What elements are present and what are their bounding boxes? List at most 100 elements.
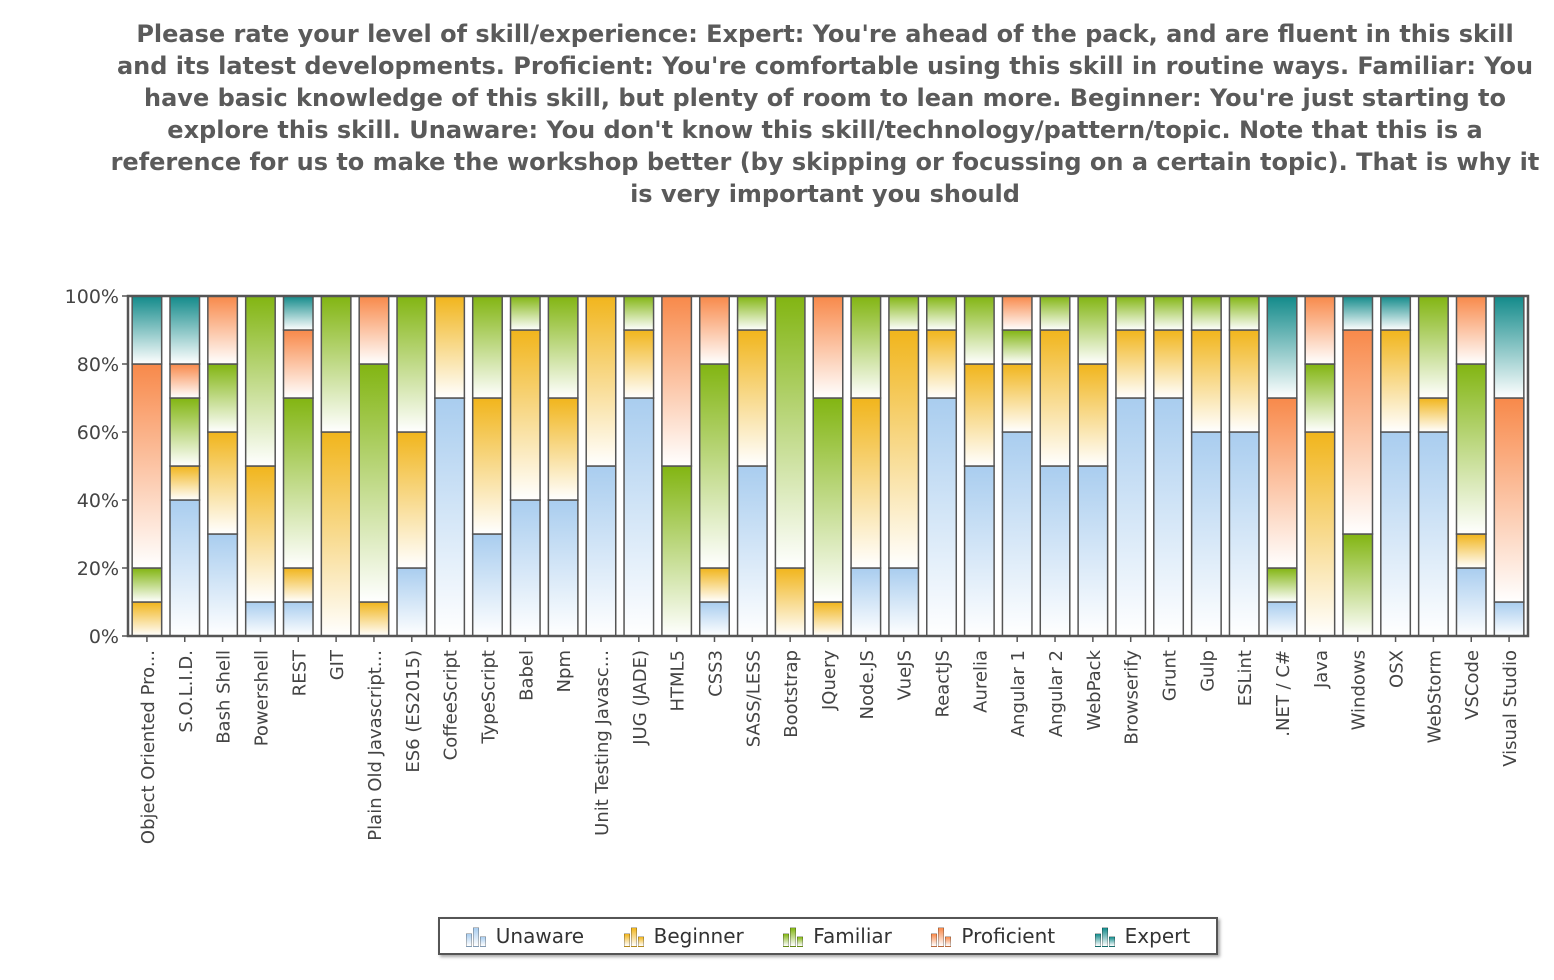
plot-frame (126, 294, 1530, 638)
bar-segment-proficient (282, 329, 314, 399)
legend-label: Beginner (653, 924, 744, 948)
bar-segment-proficient (1304, 295, 1336, 365)
x-tick-label: CoffeeScript (441, 650, 462, 760)
bar-segment-familiar (1153, 295, 1185, 331)
legend-item-familiar[interactable]: Familiar (783, 924, 892, 948)
bar-segment-unaware (736, 465, 768, 637)
legend-label: Proficient (961, 924, 1056, 948)
bar-segment-familiar (926, 295, 958, 331)
legend-item-expert[interactable]: Expert (1094, 924, 1191, 948)
x-tick-label: CSS3 (705, 650, 726, 697)
bar-segment-beginner (169, 465, 201, 501)
bar-segment-proficient (1266, 397, 1298, 569)
bar-segment-unaware (926, 397, 958, 637)
bar-segment-familiar (812, 397, 844, 603)
bar-segment-familiar (282, 397, 314, 569)
bar-segment-proficient (661, 295, 693, 467)
bar-segment-unaware (282, 601, 314, 637)
bar-segment-beginner (396, 431, 428, 569)
x-tick-label: TypeScript (478, 650, 499, 745)
bar-segment-unaware (1190, 431, 1222, 637)
bar-chart-icon (931, 925, 952, 947)
bar-segment-familiar (698, 363, 730, 569)
bar-segment-expert (1380, 295, 1412, 331)
x-tick-label: OSX (1387, 650, 1408, 688)
bar-segment-familiar (1417, 295, 1449, 399)
bars-group (131, 295, 1525, 637)
bar-segment-beginner (1417, 397, 1449, 433)
bar-segment-beginner (888, 329, 920, 569)
bar-segment-unaware (1380, 431, 1412, 637)
x-tick-label: HTML5 (668, 650, 689, 712)
x-tick-label: Npm (554, 650, 575, 692)
y-tick-label: 40% (77, 490, 119, 512)
legend-label: Expert (1124, 924, 1191, 948)
x-tick-label: ES6 (ES2015) (403, 650, 424, 773)
y-tick-label: 20% (77, 558, 119, 580)
legend-item-unaware[interactable]: Unaware (465, 924, 585, 948)
bar-segment-familiar (1039, 295, 1071, 331)
bar-chart-icon (623, 925, 644, 947)
bar-segment-unaware (547, 499, 579, 637)
bar-segment-expert (169, 295, 201, 365)
bar-segment-familiar (207, 363, 239, 433)
x-tick-label: ESLint (1235, 650, 1256, 706)
bar-chart-icon (465, 925, 486, 947)
bar-segment-beginner (358, 601, 390, 637)
legend-item-beginner[interactable]: Beginner (623, 924, 744, 948)
bar-segment-beginner (926, 329, 958, 399)
bar-segment-familiar (888, 295, 920, 331)
bar-segment-familiar (1342, 533, 1374, 637)
bar-segment-expert (282, 295, 314, 331)
bar-segment-beginner (774, 567, 806, 637)
bar-segment-familiar (471, 295, 503, 399)
y-tick-label: 100% (65, 286, 119, 308)
bar-segment-expert (131, 295, 163, 365)
bar-segment-beginner (585, 295, 617, 467)
bar-segment-beginner (207, 431, 239, 535)
bar-segment-familiar (1266, 567, 1298, 603)
bar-segment-unaware (509, 499, 541, 637)
bar-segment-expert (1342, 295, 1374, 331)
x-tick-label: REST (289, 649, 310, 696)
bar-segment-beginner (1077, 363, 1109, 467)
x-axis: Object Oriented Pro... S.O.L.I.D. Bash She… (138, 636, 1521, 844)
x-tick-label: Java (1311, 650, 1332, 689)
bar-segment-proficient (1342, 329, 1374, 535)
bar-segment-proficient (207, 295, 239, 365)
bar-segment-unaware (623, 397, 655, 637)
bar-segment-proficient (1001, 295, 1033, 331)
x-tick-label: WebPack (1084, 649, 1105, 730)
bar-segment-unaware (169, 499, 201, 637)
x-tick-label: .NET / C# (1273, 650, 1294, 737)
bar-segment-familiar (1001, 329, 1033, 365)
bar-segment-beginner (282, 567, 314, 603)
bar-segment-proficient (169, 363, 201, 399)
x-tick-label: Visual Studio (1500, 650, 1521, 767)
bar-segment-proficient (698, 295, 730, 365)
legend-item-proficient[interactable]: Proficient (931, 924, 1055, 948)
bar-segment-beginner (850, 397, 882, 569)
chart-legend: Unaware Beginner Familiar Proficient Expert (438, 917, 1218, 955)
bar-segment-beginner (1153, 329, 1185, 399)
bar-segment-familiar (850, 295, 882, 399)
x-tick-label: Gulp (1197, 650, 1218, 692)
legend-label: Unaware (495, 924, 585, 948)
x-tick-label: Babel (516, 650, 537, 701)
x-tick-label: Unit Testing Javasc... (592, 650, 613, 836)
bar-segment-unaware (1153, 397, 1185, 637)
bar-segment-proficient (358, 295, 390, 365)
bar-segment-beginner (963, 363, 995, 467)
bar-segment-familiar (358, 363, 390, 603)
stacked-bar-chart: 0% 20% 40% 60% 80% 100% Object Oriented Pro..… (65, 286, 1530, 844)
bar-segment-unaware (1266, 601, 1298, 637)
bar-segment-beginner (1115, 329, 1147, 399)
bar-segment-beginner (320, 431, 352, 637)
bar-segment-familiar (1077, 295, 1109, 365)
x-tick-label: Bash Shell (214, 650, 235, 744)
bar-segment-expert (1493, 295, 1525, 399)
bar-segment-familiar (244, 295, 276, 467)
bar-segment-beginner (1190, 329, 1222, 433)
bar-segment-unaware (1455, 567, 1487, 637)
bar-segment-unaware (434, 397, 466, 637)
